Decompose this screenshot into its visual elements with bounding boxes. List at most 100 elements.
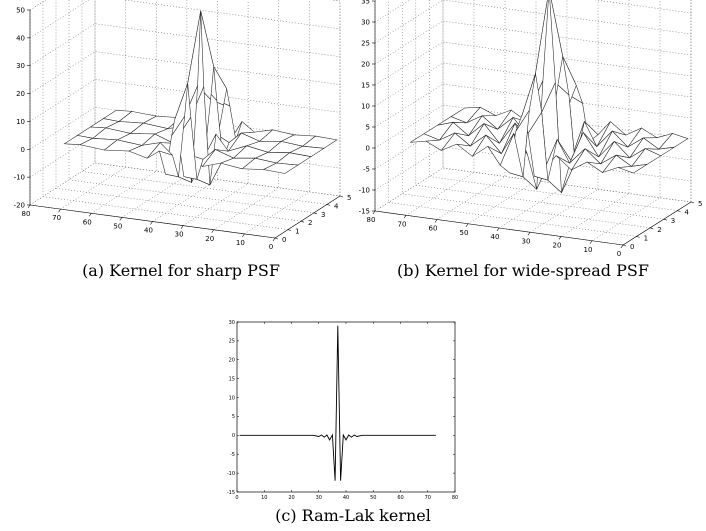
- y-tick-label: 0: [282, 236, 286, 244]
- x-tick: [496, 227, 500, 232]
- z-tick-label: 50: [16, 7, 25, 15]
- x-tick: [119, 217, 123, 221]
- grid-line: [29, 0, 341, 39]
- y-tick-label: 2: [308, 219, 312, 227]
- box-edge: [29, 0, 341, 11]
- x-tick-label: 70: [398, 220, 407, 228]
- z-tick-label: 20: [361, 61, 370, 69]
- x-tick-label: 20: [288, 495, 294, 501]
- y-tick: [663, 218, 667, 221]
- y-tick: [326, 204, 331, 206]
- y-tick-label: 5: [347, 194, 351, 202]
- z-tick-label: 10: [361, 103, 370, 111]
- x-tick-label: 60: [429, 225, 438, 233]
- z-tick-label: 25: [361, 40, 370, 48]
- y-tick-label: 4: [334, 202, 339, 210]
- y-tick-label: 25: [229, 339, 235, 345]
- z-tick-label: 30: [361, 19, 370, 27]
- grid-line: [213, 0, 280, 231]
- x-tick-label: 60: [83, 218, 92, 226]
- y-tick-label: -15: [227, 490, 235, 496]
- z-tick-label: -15: [359, 208, 370, 216]
- x-tick-label: 0: [235, 495, 238, 501]
- z-tick-label: -10: [359, 187, 370, 195]
- y-tick: [287, 229, 292, 231]
- x-tick: [180, 225, 184, 229]
- y-tick-label: 30: [229, 320, 235, 326]
- z-tick-label: 20: [16, 90, 25, 98]
- grid-line: [29, 0, 341, 11]
- z-tick-label: -20: [14, 202, 25, 210]
- x-tick-label: 70: [52, 214, 61, 222]
- y-tick-label: -5: [230, 452, 235, 458]
- grid-line: [429, 0, 678, 211]
- z-tick-label: -5: [363, 166, 370, 174]
- x-tick-label: 30: [175, 231, 184, 239]
- grid-line: [374, 0, 692, 23]
- grid-line: [91, 0, 157, 214]
- surface-patch: [410, 133, 440, 143]
- x-tick: [465, 223, 469, 227]
- z-tick-label: -10: [14, 174, 25, 182]
- x-tick-label: 80: [367, 216, 376, 224]
- y-tick-label: 1: [644, 234, 648, 242]
- grid-line: [244, 0, 310, 235]
- x-tick-label: 70: [425, 495, 431, 501]
- z-tick-label: 40: [16, 34, 25, 42]
- grid-line: [121, 0, 188, 218]
- x-tick-label: 0: [617, 250, 621, 258]
- z-tick-label: 0: [21, 146, 25, 154]
- y-tick-label: 3: [321, 211, 325, 219]
- surface-plot-a: 0 10 20 30 40 50 60 70 80 0 1 2 3 45 -20 -10 0 10 20 30 40 50: [14, 0, 351, 251]
- y-tick: [313, 212, 318, 215]
- box-edge: [374, 0, 378, 2]
- y-tick: [339, 195, 344, 198]
- y-tick: [300, 220, 305, 223]
- y-tick-label: 1: [295, 228, 299, 236]
- x-tick-label: 20: [205, 235, 214, 243]
- grid-line: [29, 0, 96, 206]
- y-tick-label: 4: [684, 209, 689, 217]
- y-tick-label: 0: [232, 433, 235, 439]
- z-tick-label: 0: [366, 145, 370, 153]
- x-tick: [527, 232, 531, 236]
- grid-line: [60, 0, 126, 210]
- z-tick-label: 30: [16, 62, 25, 70]
- y-tick-label: 3: [671, 217, 675, 225]
- caption-c: (c) Ram-Lak kernel: [275, 506, 431, 525]
- x-tick-label: 40: [491, 233, 500, 241]
- grid-line: [152, 0, 218, 222]
- y-tick: [650, 227, 654, 230]
- grid-line: [374, 0, 378, 2]
- y-tick-label: 5: [698, 200, 702, 208]
- x-tick-label: 50: [460, 229, 469, 237]
- x-tick: [403, 215, 407, 219]
- y-axis-line: [274, 195, 341, 239]
- grid-line: [374, 0, 444, 212]
- z-tick-label: 15: [361, 82, 370, 90]
- grid-line: [415, 0, 664, 220]
- x-tick-label: 80: [22, 210, 31, 218]
- x-tick-label: 0: [269, 243, 273, 251]
- grid-line: [29, 23, 341, 66]
- x-tick: [372, 210, 376, 215]
- x-tick: [27, 204, 31, 209]
- grid-line: [42, 1, 289, 230]
- x-tick: [89, 213, 92, 217]
- y-tick-label: 5: [232, 414, 235, 420]
- y-tick-label: 0: [630, 243, 634, 251]
- grid-line: [442, 0, 692, 203]
- x-tick: [58, 208, 61, 213]
- x-tick-label: 30: [522, 237, 531, 245]
- caption-b: (b) Kernel for wide-spread PSF: [397, 261, 649, 280]
- y-tick: [690, 201, 695, 204]
- z-tick-label: 10: [16, 118, 25, 126]
- y-tick-label: 15: [229, 376, 235, 382]
- grid-line: [591, 0, 661, 242]
- x-tick: [242, 233, 245, 238]
- y-tick-label: -10: [227, 471, 235, 477]
- y-tick-label: 20: [229, 358, 235, 364]
- z-tick-label: 5: [366, 124, 370, 132]
- y-tick-label: 10: [229, 395, 235, 401]
